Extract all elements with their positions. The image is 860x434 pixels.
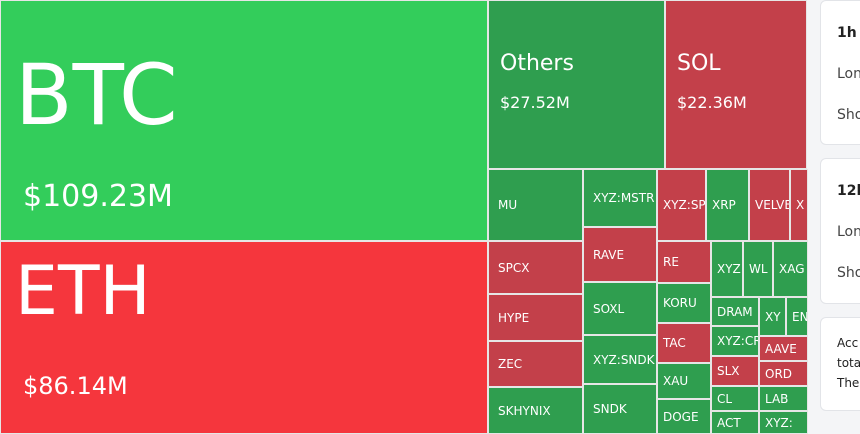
tile[interactable]: SOL $22.36M — [665, 0, 807, 169]
tile[interactable]: XAU — [657, 363, 711, 399]
card-line: tota — [837, 356, 860, 370]
tile[interactable]: DOGE — [657, 399, 711, 434]
card: 12h Lon Sho — [820, 158, 860, 304]
tile[interactable]: SOXL — [583, 282, 657, 335]
tile[interactable]: XY — [759, 297, 786, 336]
tile[interactable]: HYPE — [488, 294, 583, 341]
tile[interactable]: XYZ — [711, 241, 743, 297]
card: Acc tota The — [820, 317, 860, 411]
tile[interactable]: SKHYNIX — [488, 387, 583, 434]
tile-value: $109.23M — [23, 179, 173, 214]
card-title: 1h — [837, 25, 857, 41]
tile[interactable]: CL — [711, 386, 759, 411]
tile[interactable]: RAVE — [583, 227, 657, 282]
card-line: Sho — [837, 265, 860, 281]
tile[interactable]: WL — [743, 241, 773, 297]
card-line: Lon — [837, 224, 860, 240]
tile[interactable]: MU — [488, 169, 583, 241]
tile[interactable]: SPCX — [488, 241, 583, 294]
tile[interactable]: TAC — [657, 323, 711, 363]
tile[interactable]: DRAM — [711, 297, 759, 326]
tile[interactable]: XYZ:CR — [711, 326, 759, 356]
tile-value: $22.36M — [677, 93, 747, 112]
tile[interactable]: XYZ: — [759, 411, 808, 434]
card: 1h Lon Sho — [820, 0, 860, 145]
tile[interactable]: BTC $109.23M — [0, 0, 488, 241]
tile-label: SOL — [677, 51, 721, 76]
tile[interactable]: ACT — [711, 411, 759, 434]
tile[interactable]: EN — [786, 297, 808, 336]
tile[interactable]: SNDK — [583, 384, 657, 434]
card-line: Lon — [837, 66, 860, 82]
tile[interactable]: XYZ:SP — [657, 169, 706, 241]
tile[interactable]: ETH $86.14M — [0, 241, 488, 434]
tile-value: $86.14M — [23, 372, 128, 400]
tile-label: ETH — [15, 252, 151, 331]
card-line: The — [837, 376, 860, 390]
tile-value: $27.52M — [500, 93, 570, 112]
card-title: 12h — [837, 183, 860, 199]
tile-label: BTC — [15, 46, 178, 144]
tile[interactable]: KORU — [657, 283, 711, 323]
tile[interactable]: XAG — [773, 241, 808, 297]
tile[interactable]: LAB — [759, 386, 808, 411]
tile[interactable]: SLX — [711, 356, 759, 386]
tile[interactable]: XYZ:SNDK — [583, 335, 657, 384]
tile[interactable]: ORD — [759, 361, 808, 386]
tile-label: Others — [500, 51, 574, 76]
card-line: Acc — [837, 336, 859, 350]
tile[interactable]: RE — [657, 241, 711, 283]
tile[interactable]: X — [790, 169, 808, 241]
tile[interactable]: AAVE — [759, 336, 808, 361]
tile[interactable]: XYZ:MSTR — [583, 169, 657, 227]
tile[interactable]: Others $27.52M — [488, 0, 665, 169]
tile[interactable]: XRP — [706, 169, 749, 241]
card-line: Sho — [837, 107, 860, 123]
tile[interactable]: ZEC — [488, 341, 583, 387]
tile[interactable]: VELVE — [749, 169, 790, 241]
